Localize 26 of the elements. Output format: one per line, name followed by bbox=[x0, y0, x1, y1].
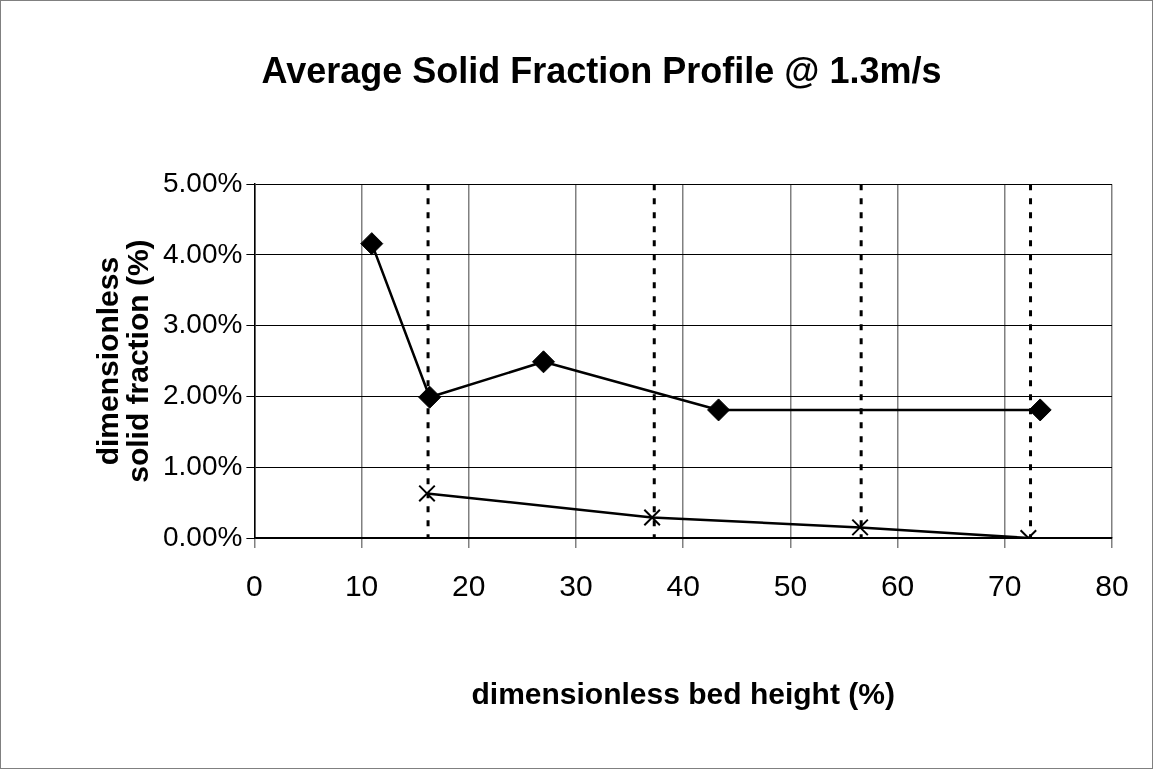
x-tick-label: 70 bbox=[988, 569, 1022, 603]
point bbox=[707, 398, 731, 422]
x-tick-label: 30 bbox=[559, 569, 593, 603]
x-tick-label: 50 bbox=[773, 569, 808, 603]
point bbox=[418, 484, 436, 503]
chart-title: Average Solid Fraction Profile @ 1.3m/s bbox=[261, 49, 942, 91]
point bbox=[360, 232, 384, 256]
y-tick-label: 4.00% bbox=[162, 237, 243, 269]
point bbox=[851, 518, 869, 537]
x-tick-label: 10 bbox=[344, 569, 379, 603]
y-tick-label: 2.00% bbox=[162, 379, 243, 411]
point bbox=[1028, 398, 1052, 422]
y-tick-label: 5.00% bbox=[162, 166, 243, 198]
x-tick-label: 40 bbox=[666, 569, 700, 603]
y-tick-label: 3.00% bbox=[162, 308, 243, 340]
y-tick-label: 1.00% bbox=[162, 449, 243, 481]
x-tick-label: 20 bbox=[452, 569, 486, 603]
point bbox=[418, 385, 442, 409]
x-axis-title: dimensionless bed height (%) bbox=[471, 677, 895, 711]
x-tick-label: 60 bbox=[880, 569, 915, 603]
point bbox=[532, 350, 556, 374]
x-tick-label: 0 bbox=[246, 569, 263, 603]
y-tick-label: 0.00% bbox=[162, 520, 243, 552]
x-tick-label: 80 bbox=[1095, 569, 1129, 603]
y-axis-title: dimensionless solid fraction (%) bbox=[91, 239, 155, 483]
point bbox=[643, 508, 661, 527]
